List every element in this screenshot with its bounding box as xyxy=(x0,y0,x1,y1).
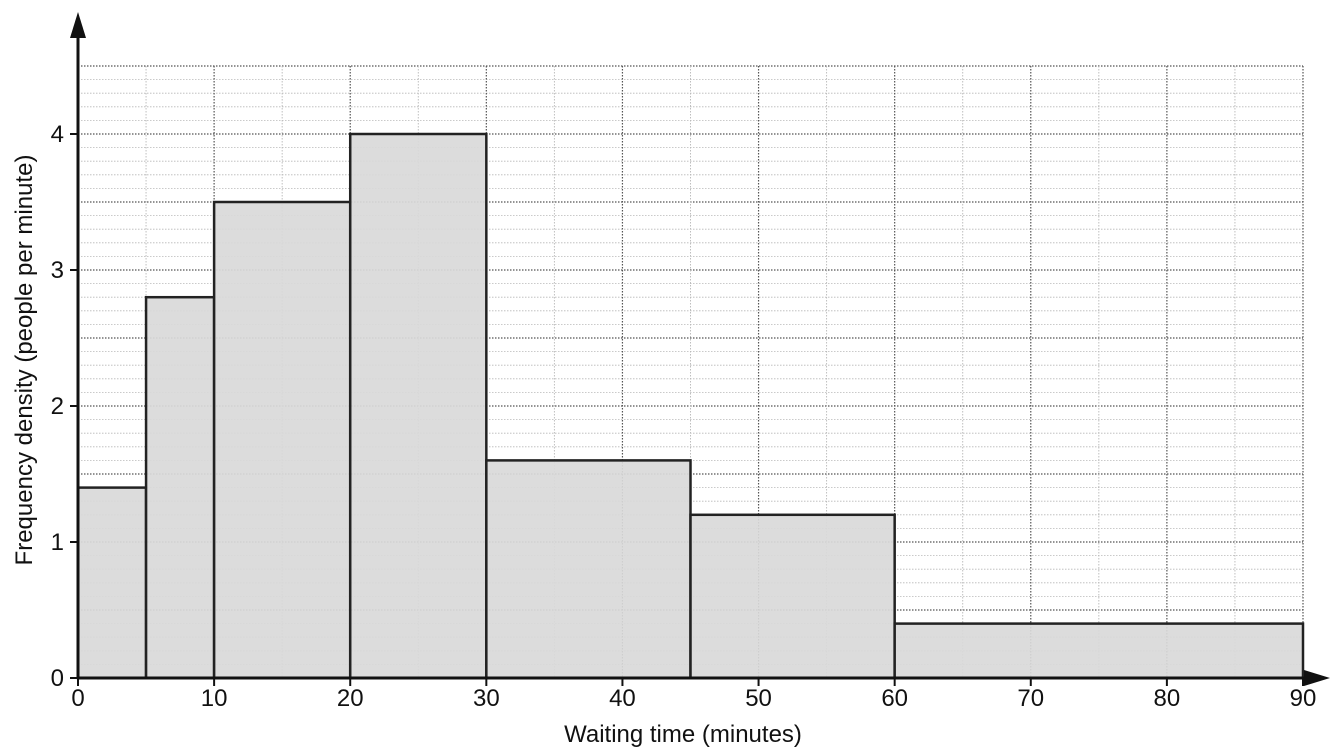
x-axis-title: Waiting time (minutes) xyxy=(564,721,802,748)
y-tick-label: 2 xyxy=(51,393,64,420)
y-tick-label: 1 xyxy=(51,529,64,556)
x-tick-label: 30 xyxy=(473,685,500,712)
x-tick-label: 50 xyxy=(745,685,772,712)
axes xyxy=(70,12,1330,686)
y-tick-label: 0 xyxy=(51,665,64,692)
histogram-bar xyxy=(485,459,692,680)
bars xyxy=(76,132,1305,680)
x-tick-label: 40 xyxy=(609,685,636,712)
histogram-bar xyxy=(76,486,148,680)
x-tick-label: 10 xyxy=(201,685,228,712)
histogram-bar xyxy=(212,200,352,680)
x-tick-label: 0 xyxy=(71,685,84,712)
histogram-bar xyxy=(144,295,216,680)
x-axis-arrow-icon xyxy=(1304,670,1330,686)
x-tick-label: 80 xyxy=(1154,685,1181,712)
histogram-bar xyxy=(348,132,488,680)
y-axis-arrow-icon xyxy=(70,12,86,38)
y-axis-title: Frequency density (people per minute) xyxy=(11,155,38,566)
y-tick-label: 4 xyxy=(51,121,64,148)
x-tick-label: 60 xyxy=(881,685,908,712)
x-tick-label: 70 xyxy=(1017,685,1044,712)
y-tick-label: 3 xyxy=(51,257,64,284)
histogram-bar xyxy=(689,513,896,680)
x-tick-label: 20 xyxy=(337,685,364,712)
tick-labels: 0 10 20 30 40 50 60 70 80 90 0 1 2 3 4 xyxy=(51,121,1317,712)
histogram-bar xyxy=(893,622,1305,680)
x-tick-label: 90 xyxy=(1290,685,1317,712)
